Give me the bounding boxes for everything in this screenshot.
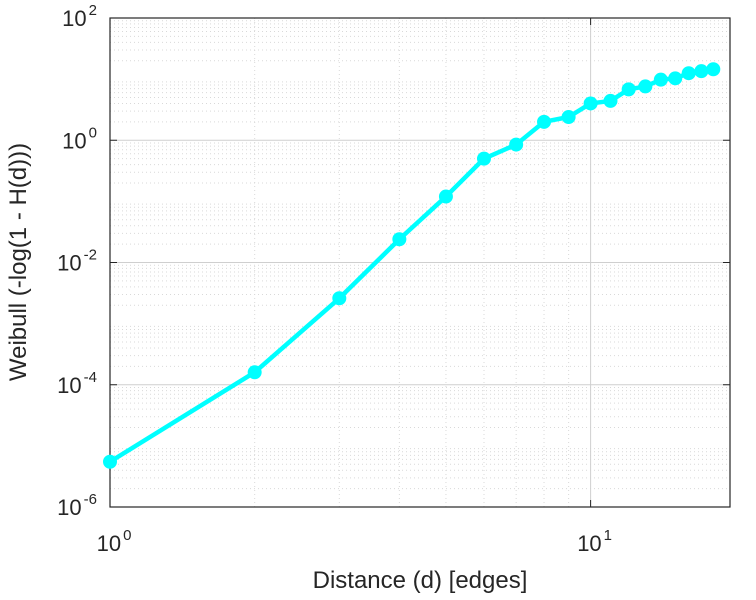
data-point (681, 66, 696, 81)
data-point (621, 82, 636, 97)
data-point (332, 291, 347, 306)
y-tick-label: 10 0 (62, 124, 97, 153)
y-tick-label: 10 -4 (57, 369, 97, 398)
x-tick-label: 10 1 (577, 527, 612, 556)
data-point (561, 110, 576, 125)
tick-labels: 10 -6 10 -4 10 -2 10 0 10 2 10 0 10 1 (57, 2, 612, 556)
data-point (537, 114, 552, 129)
data-point (668, 71, 683, 86)
data-point (653, 72, 668, 87)
grid (109, 17, 730, 508)
data-point (103, 454, 117, 469)
data-point (247, 365, 262, 380)
y-tick-label: 10 2 (62, 2, 97, 31)
axes (109, 17, 731, 508)
data-point (603, 93, 618, 108)
y-tick-label: 10 -2 (57, 247, 97, 276)
data-point (476, 151, 491, 166)
data-point (509, 137, 524, 152)
data-point (438, 189, 453, 204)
data-series (103, 62, 721, 469)
x-tick-label: 10 0 (97, 527, 132, 556)
data-point (706, 62, 721, 77)
y-tick-label: 10 -6 (57, 491, 97, 520)
y-axis-label: Weibull (-log(1 - H(d))) (5, 143, 32, 381)
data-point (583, 96, 598, 111)
x-axis-label: Distance (d) [edges] (313, 567, 528, 594)
data-point (392, 232, 407, 247)
data-point (638, 79, 653, 94)
data-point (694, 64, 709, 79)
